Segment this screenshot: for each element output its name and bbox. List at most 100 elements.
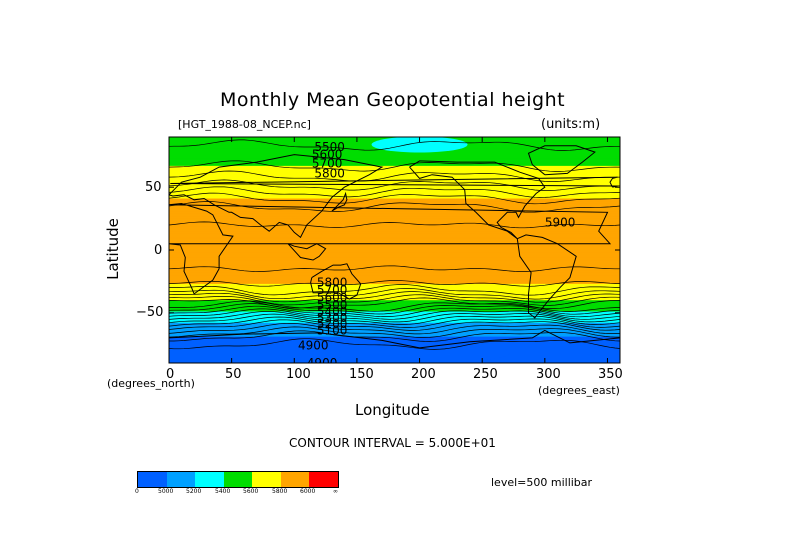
height-band: [169, 266, 620, 269]
colorbar-swatch: [223, 472, 253, 487]
height-band: [169, 212, 620, 215]
height-band: [169, 237, 620, 240]
y-unit-label: (degrees_north): [107, 377, 195, 390]
height-band: [169, 288, 620, 291]
height-band: [169, 167, 620, 169]
contour-label: 5700: [312, 156, 343, 170]
height-band: [169, 276, 620, 279]
height-band: [169, 281, 620, 284]
height-band: [169, 290, 620, 293]
height-band: [169, 173, 620, 176]
height-band: [169, 158, 620, 161]
height-band: [169, 278, 620, 281]
contour-line: [169, 139, 620, 151]
height-band: [169, 163, 620, 166]
contour-line: [169, 316, 620, 328]
height-band: [169, 236, 620, 239]
height-band: [169, 273, 620, 276]
height-band: [169, 330, 620, 333]
height-band: [169, 329, 620, 331]
height-band: [169, 193, 620, 196]
height-band: [169, 170, 620, 173]
height-band: [169, 321, 620, 324]
height-band: [169, 337, 620, 340]
x-tick-label: 100: [286, 367, 311, 382]
height-band: [169, 199, 620, 202]
chart-title: Monthly Mean Geopotential height: [220, 89, 566, 111]
x-tick-label: 0: [166, 367, 175, 382]
height-band: [169, 160, 620, 163]
height-band: [169, 335, 620, 338]
contour-line: [169, 330, 620, 342]
height-band: [169, 280, 620, 282]
height-band: [169, 255, 620, 257]
height-band: [169, 317, 620, 320]
africa-coastline: [169, 202, 612, 295]
height-band: [169, 232, 620, 235]
height-band: [169, 325, 620, 328]
japan-coastline: [331, 191, 348, 212]
height-band: [169, 204, 620, 207]
height-band: [169, 327, 620, 330]
contour-line: [169, 221, 620, 229]
height-band: [169, 198, 620, 201]
height-band: [169, 229, 620, 232]
contour-line: [169, 284, 620, 296]
height-band: [169, 214, 620, 217]
height-band: [169, 175, 620, 178]
height-band: [169, 297, 620, 300]
uk-coastline: [170, 176, 618, 188]
contour-line: [169, 288, 620, 300]
height-band: [169, 286, 620, 289]
height-band: [169, 159, 620, 162]
colorbar-label: 5600: [243, 488, 259, 495]
height-band: [169, 301, 620, 304]
height-band: [169, 226, 620, 228]
height-band: [169, 277, 620, 280]
height-band: [169, 206, 620, 208]
contour-label: 5800: [314, 166, 345, 180]
height-band: [169, 243, 620, 246]
height-band: [169, 261, 620, 264]
height-band: [169, 320, 620, 323]
colorbar-label: 5400: [215, 488, 231, 495]
height-band: [169, 331, 620, 334]
height-band: [169, 270, 620, 272]
contour-line: [169, 160, 620, 172]
contour-line: [169, 179, 620, 191]
level-text: level=500 millibar: [491, 476, 593, 489]
height-band: [169, 234, 620, 237]
height-band: [169, 154, 620, 157]
height-band: [169, 287, 620, 290]
height-band: [169, 169, 620, 172]
height-band: [169, 324, 620, 326]
australia-coastline: [310, 263, 362, 300]
height-band: [169, 319, 620, 321]
colorbar-label: ∞: [333, 488, 338, 495]
height-band: [169, 244, 620, 247]
contour-line: [169, 280, 620, 287]
contour-label: 4900: [307, 356, 338, 370]
colorbar-swatch: [166, 472, 196, 487]
contour-label: 5700: [317, 283, 348, 297]
y-tick-label: −50: [136, 305, 164, 320]
contour-label: 5400: [317, 305, 348, 319]
height-band: [169, 182, 620, 185]
units-label: (units:m): [541, 117, 601, 132]
contour-label: 5100: [317, 323, 348, 337]
eurasia-coastline: [169, 154, 384, 239]
height-band: [169, 260, 620, 262]
x-tick-label: 350: [598, 367, 623, 382]
height-band: [169, 164, 620, 167]
height-band: [169, 251, 620, 254]
y-tick-label: 0: [154, 243, 163, 258]
height-band: [169, 187, 620, 190]
height-band: [169, 239, 620, 242]
height-band: [169, 178, 620, 181]
height-band: [169, 275, 620, 277]
height-band: [169, 340, 620, 343]
height-band: [169, 185, 620, 188]
height-band: [169, 157, 620, 159]
y-axis-label: Latitude: [103, 218, 122, 280]
